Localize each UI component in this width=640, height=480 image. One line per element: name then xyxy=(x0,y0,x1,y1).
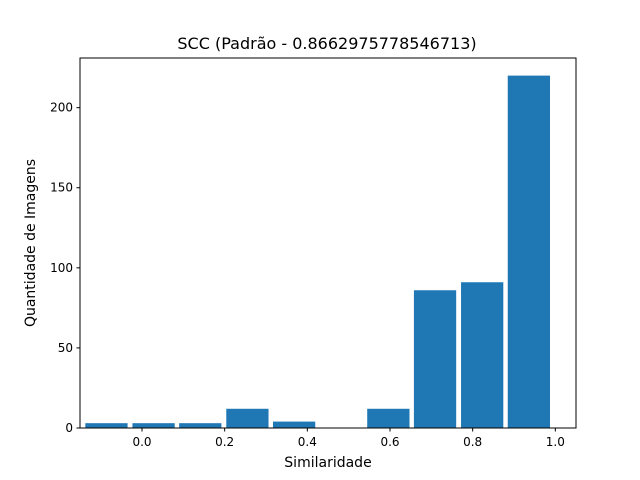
chart-title: SCC (Padrão - 0.8662975778546713) xyxy=(177,34,476,53)
y-tick-label: 100 xyxy=(50,261,73,275)
x-tick-label: 0.8 xyxy=(463,435,482,449)
plot-frame xyxy=(79,57,577,429)
y-tick-label: 200 xyxy=(50,101,73,115)
bar-0 xyxy=(85,423,128,428)
bar-6 xyxy=(367,408,410,428)
x-tick-label: 0.4 xyxy=(298,435,317,449)
bar-2 xyxy=(179,423,222,428)
x-tick-label: 0.6 xyxy=(380,435,399,449)
bar-4 xyxy=(272,421,316,428)
bar-8 xyxy=(461,282,504,428)
x-axis-label: Similaridade xyxy=(284,455,371,471)
x-axis: 0.0 0.2 0.4 0.6 0.8 1.0 xyxy=(132,428,565,449)
bar-9 xyxy=(507,75,551,429)
y-axis: 0 50 100 150 200 xyxy=(50,101,80,435)
y-tick-label: 150 xyxy=(50,181,73,195)
y-tick-label: 50 xyxy=(58,341,73,355)
bar-3 xyxy=(226,408,269,428)
x-tick-label: 1.0 xyxy=(546,435,565,449)
bar-1 xyxy=(132,423,175,428)
y-tick-label: 0 xyxy=(65,421,73,435)
x-tick-label: 0.2 xyxy=(215,435,234,449)
bars-group xyxy=(85,75,551,429)
bar-7 xyxy=(413,290,457,428)
x-tick-label: 0.0 xyxy=(132,435,151,449)
y-axis-label: Quantidade de Imagens xyxy=(23,159,39,327)
